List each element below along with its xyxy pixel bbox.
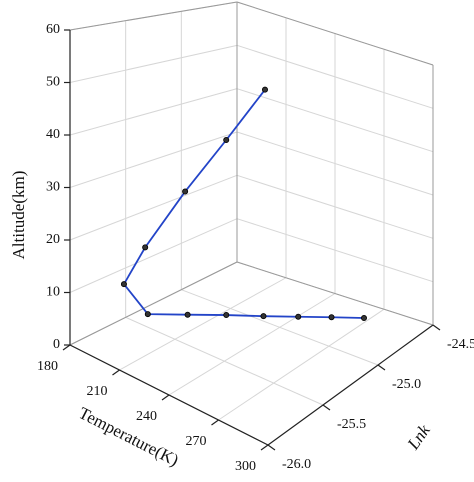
z-tick-label: 40 bbox=[46, 127, 60, 142]
x-tick bbox=[211, 419, 219, 426]
data-point bbox=[184, 311, 191, 318]
y-tick-label: -25.5 bbox=[337, 417, 366, 432]
y-tick bbox=[377, 364, 386, 371]
x-tick bbox=[62, 344, 71, 351]
grid-line bbox=[69, 88, 238, 136]
z-axis-label: Altitude(km) bbox=[9, 171, 28, 260]
grid-line bbox=[69, 218, 238, 293]
box-edge bbox=[69, 261, 238, 346]
z-tick-label: 20 bbox=[46, 232, 60, 247]
y-axis bbox=[267, 324, 434, 446]
x-tick-label: 210 bbox=[87, 384, 108, 399]
z-tick-label: 0 bbox=[53, 337, 60, 352]
x-axis-label: Temperature(K) bbox=[76, 403, 182, 470]
y-tick bbox=[432, 324, 441, 331]
x-tick-label: 240 bbox=[136, 409, 157, 424]
data-point bbox=[328, 314, 335, 321]
data-line bbox=[122, 89, 365, 319]
grid-line bbox=[69, 44, 238, 83]
data-point bbox=[144, 311, 151, 318]
box-edge bbox=[236, 1, 434, 66]
x-tick bbox=[260, 444, 269, 451]
z-tick-label: 50 bbox=[46, 75, 60, 90]
y-tick-label: -26.0 bbox=[282, 457, 311, 472]
x-tick-label: 270 bbox=[186, 434, 207, 449]
x-tick-label: 180 bbox=[37, 359, 58, 374]
data-point bbox=[142, 244, 149, 251]
y-axis-label: Lnk bbox=[403, 421, 434, 454]
grid-line bbox=[218, 308, 385, 421]
data-point bbox=[361, 315, 368, 322]
z-tick-label: 10 bbox=[46, 285, 60, 300]
x-tick bbox=[161, 394, 170, 401]
data-point bbox=[182, 188, 189, 195]
data-point bbox=[261, 86, 268, 93]
z-tick-label: 60 bbox=[46, 22, 60, 37]
y-tick bbox=[322, 404, 331, 411]
box-edge bbox=[236, 261, 434, 326]
grid-line bbox=[119, 277, 287, 371]
data-point bbox=[120, 281, 127, 288]
data-point bbox=[260, 313, 267, 320]
x-tick bbox=[112, 369, 120, 376]
x-tick-label: 300 bbox=[235, 459, 256, 474]
box-edge bbox=[69, 1, 238, 31]
grid-line bbox=[168, 293, 336, 396]
data-point bbox=[295, 313, 302, 320]
y-tick-label: -25.0 bbox=[392, 377, 421, 392]
grid-line bbox=[69, 174, 238, 241]
y-tick-label: -24.5 bbox=[447, 337, 474, 352]
y-tick bbox=[267, 444, 276, 451]
data-point bbox=[223, 137, 230, 144]
data-point bbox=[223, 312, 230, 319]
grid-line bbox=[69, 131, 238, 188]
z-tick-label: 30 bbox=[46, 180, 60, 195]
